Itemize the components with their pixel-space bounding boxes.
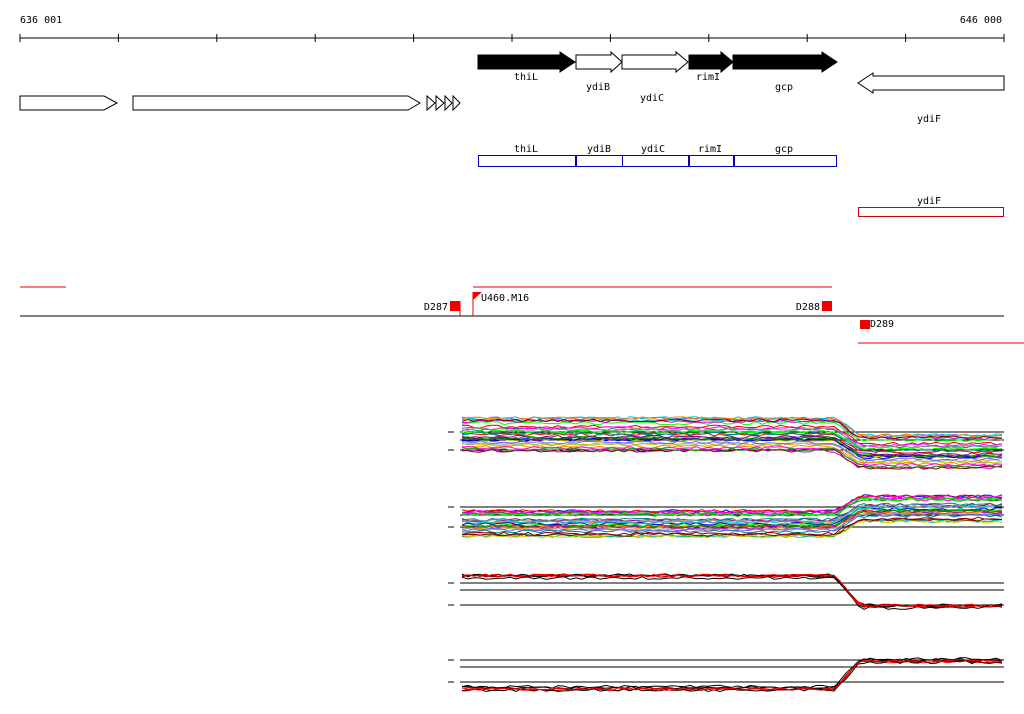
gene-label: gcp	[775, 82, 793, 93]
operon-box	[622, 155, 689, 167]
ruler-end: 646 000	[960, 15, 1002, 26]
gene-label: thiL	[514, 72, 538, 83]
expression-line	[461, 658, 1003, 692]
expression-line	[461, 448, 1003, 470]
gene-arrow	[575, 50, 623, 74]
operon-box	[689, 155, 734, 167]
probe-label: D289	[870, 319, 894, 330]
gene-arrow	[444, 94, 453, 112]
expression-line	[461, 429, 1003, 451]
expression-line	[461, 502, 1003, 522]
gene-arrow	[426, 94, 436, 112]
expression-line	[461, 658, 1003, 691]
probe-marker	[473, 292, 482, 300]
expression-line	[461, 494, 1003, 514]
ruler-start: 636 001	[20, 15, 62, 26]
probe-marker	[822, 301, 832, 311]
gene-label: ydiB	[586, 82, 610, 93]
expression-line	[461, 512, 1003, 532]
operon-label: gcp	[775, 144, 793, 155]
probe-marker	[860, 320, 870, 329]
gene-arrow	[19, 95, 119, 111]
gene-arrow	[477, 51, 576, 73]
gene-arrow	[857, 72, 1005, 94]
expression-line	[461, 516, 1003, 536]
gene-arrow	[732, 51, 838, 73]
expression-line	[461, 660, 1003, 693]
operon-box	[478, 155, 576, 167]
gene-label: ydiF	[917, 114, 941, 125]
operon-box	[734, 155, 837, 167]
expression-line	[461, 504, 1003, 523]
gene-label: ydiC	[640, 93, 664, 104]
expression-line	[461, 421, 1003, 443]
operon-box	[576, 155, 623, 167]
operon-label: thiL	[514, 144, 538, 155]
gene-arrow	[621, 50, 689, 74]
gene-arrow	[132, 95, 421, 111]
gene-arrow	[452, 94, 461, 112]
gene-arrow	[435, 94, 445, 112]
expression-line	[461, 418, 1003, 440]
expression-line	[461, 507, 1003, 526]
expression-line	[461, 510, 1003, 530]
gene-arrow	[688, 50, 734, 74]
expression-line	[461, 427, 1003, 449]
expression-line	[461, 440, 1003, 462]
expression-line	[461, 426, 1003, 448]
operon-label: ydiF	[917, 196, 941, 207]
expression-line	[461, 444, 1003, 466]
expression-line	[461, 436, 1003, 458]
operon-box	[858, 207, 1004, 217]
probe-marker	[450, 301, 460, 311]
operon-label: rimI	[698, 144, 722, 155]
expression-line	[461, 573, 1003, 608]
expression-line	[461, 576, 1003, 610]
expression-line	[461, 574, 1003, 608]
gene-label: rimI	[696, 72, 720, 83]
probe-label: D288	[796, 302, 820, 313]
probe-label: D287	[424, 302, 448, 313]
expression-line	[461, 574, 1003, 609]
probe-label: U460.M16	[481, 293, 529, 304]
expression-line	[461, 447, 1003, 469]
expression-line	[461, 497, 1003, 517]
expression-line	[461, 659, 1003, 692]
expression-line	[461, 509, 1002, 529]
expression-line	[461, 517, 1003, 537]
expression-line	[461, 434, 1003, 456]
operon-label: ydiC	[641, 144, 665, 155]
expression-line	[461, 416, 1003, 438]
operon-label: ydiB	[587, 144, 611, 155]
expression-line	[461, 573, 1003, 608]
